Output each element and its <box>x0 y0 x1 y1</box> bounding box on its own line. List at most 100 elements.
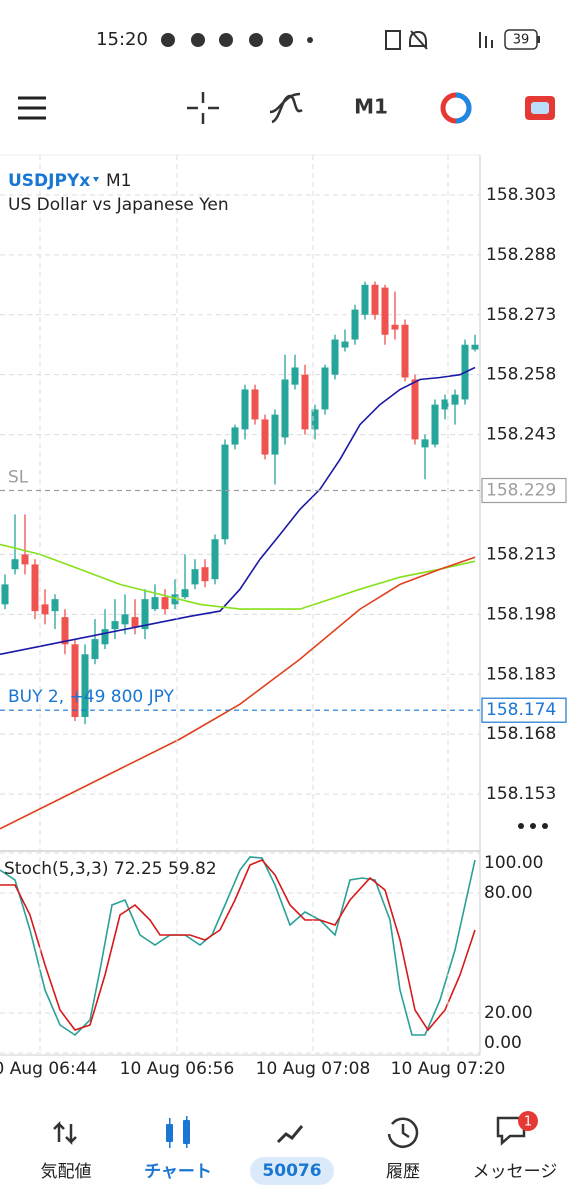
x-tick-label: 10 Aug 06:56 <box>120 1059 235 1079</box>
level-label: BUY 2, +49 800 JPY <box>8 687 175 707</box>
battery-level: 39 <box>513 33 530 48</box>
symbol-description: US Dollar vs Japanese Yen <box>8 195 229 215</box>
candle-body <box>201 567 209 582</box>
series-line <box>0 366 476 656</box>
y-tick-label: 158.303 <box>486 185 556 205</box>
candle-body <box>341 341 349 348</box>
candle-body <box>371 284 379 315</box>
y-tick-label: 158.153 <box>486 784 556 804</box>
candle-body <box>441 399 449 410</box>
trade-button[interactable] <box>525 96 555 120</box>
candle-body <box>51 599 59 612</box>
stoch-title: Stoch(5,3,3) 72.25 59.82 <box>4 859 217 879</box>
candle-body <box>381 287 389 335</box>
candle-body <box>61 617 69 645</box>
nav-messages[interactable]: メッセージ <box>473 1162 558 1182</box>
level-price: 158.174 <box>486 700 556 720</box>
stoch-tick-label: 20.00 <box>484 1003 533 1023</box>
stoch-tick-label: 100.00 <box>484 853 543 873</box>
messages-badge-count: 1 <box>524 1115 532 1130</box>
candle-body <box>311 409 319 430</box>
level-price: 158.229 <box>486 481 556 501</box>
candle-body <box>251 389 259 420</box>
series-line <box>0 856 476 1037</box>
level-price-box <box>481 697 567 723</box>
candle-body <box>31 564 39 612</box>
quotes-icon[interactable] <box>53 1120 77 1146</box>
candle-body <box>171 594 179 605</box>
candle-body <box>261 419 269 455</box>
candle-body <box>361 284 369 315</box>
candle-body <box>101 629 109 645</box>
y-tick-label: 158.213 <box>486 544 556 564</box>
account-pill[interactable] <box>250 1157 334 1185</box>
y-tick-label: 158.183 <box>486 664 556 684</box>
nav-account[interactable]: 50076 <box>262 1161 321 1181</box>
candle-body <box>221 444 229 540</box>
candle-body <box>391 324 399 330</box>
stoch-tick-label: 0.00 <box>484 1033 522 1053</box>
candle-body <box>271 414 279 455</box>
x-tick-label: 10 Aug 06:44 <box>0 1059 97 1079</box>
system-icons <box>385 30 493 50</box>
candle-body <box>421 439 429 448</box>
candle-body <box>21 554 29 565</box>
timeframe-button[interactable]: M1 <box>354 95 388 119</box>
main-panel <box>0 194 480 830</box>
candle-body <box>291 367 299 385</box>
y-tick-label: 158.198 <box>486 604 556 624</box>
chart-icon[interactable] <box>166 1116 190 1148</box>
nav-chart[interactable]: チャート <box>144 1162 212 1182</box>
toolbar: M1 <box>18 92 555 124</box>
y-tick-label: 158.258 <box>486 365 556 385</box>
symbol-dropdown[interactable] <box>93 177 99 182</box>
y-tick-label: 158.243 <box>486 425 556 445</box>
candle-body <box>151 597 159 610</box>
candle-body <box>331 339 339 375</box>
level-label: SL <box>8 468 29 488</box>
stoch-panel <box>0 852 480 1054</box>
candle-body <box>211 539 219 580</box>
candle-body <box>401 324 409 378</box>
candle-body <box>411 379 419 440</box>
candle-body <box>241 389 249 430</box>
candle-body <box>281 379 289 438</box>
more-button[interactable] <box>518 823 548 829</box>
trade-icon[interactable] <box>276 1125 304 1144</box>
notification-icons <box>161 33 313 47</box>
x-tick-label: 10 Aug 07:08 <box>256 1059 371 1079</box>
x-tick-label: 10 Aug 07:20 <box>391 1059 506 1079</box>
candle-body <box>301 374 309 430</box>
y-tick-label: 158.168 <box>486 724 556 744</box>
candle-body <box>351 309 359 340</box>
history-icon[interactable] <box>387 1117 419 1148</box>
nav-history[interactable]: 履歴 <box>386 1162 420 1182</box>
crosshair-button[interactable] <box>187 92 219 124</box>
bottom-nav: 気配値 チャート 50076 履歴 1 メッセージ <box>41 1111 558 1185</box>
stoch-tick-label: 80.00 <box>484 883 533 903</box>
candle-body <box>11 559 19 570</box>
candle-body <box>111 621 119 630</box>
candle-body <box>471 344 479 350</box>
series-line <box>0 859 476 1032</box>
messages-badge <box>518 1111 538 1131</box>
objects-button[interactable] <box>440 92 472 124</box>
candle-body <box>121 614 129 625</box>
y-tick-label: 158.273 <box>486 305 556 325</box>
level-price-box <box>481 477 567 504</box>
series-line <box>0 556 476 830</box>
symbol[interactable]: USDJPYx <box>8 171 90 191</box>
candle-body <box>81 654 89 717</box>
nav-quotes[interactable]: 気配値 <box>41 1162 92 1182</box>
menu-button[interactable] <box>18 96 46 120</box>
candle-body <box>161 597 169 610</box>
candle-body <box>451 394 459 405</box>
candle-body <box>41 604 49 615</box>
candle-body <box>71 644 79 717</box>
series-line <box>0 543 476 610</box>
candle-body <box>131 617 139 628</box>
indicators-button[interactable] <box>269 92 303 124</box>
status-time: 15:20 <box>96 29 148 50</box>
